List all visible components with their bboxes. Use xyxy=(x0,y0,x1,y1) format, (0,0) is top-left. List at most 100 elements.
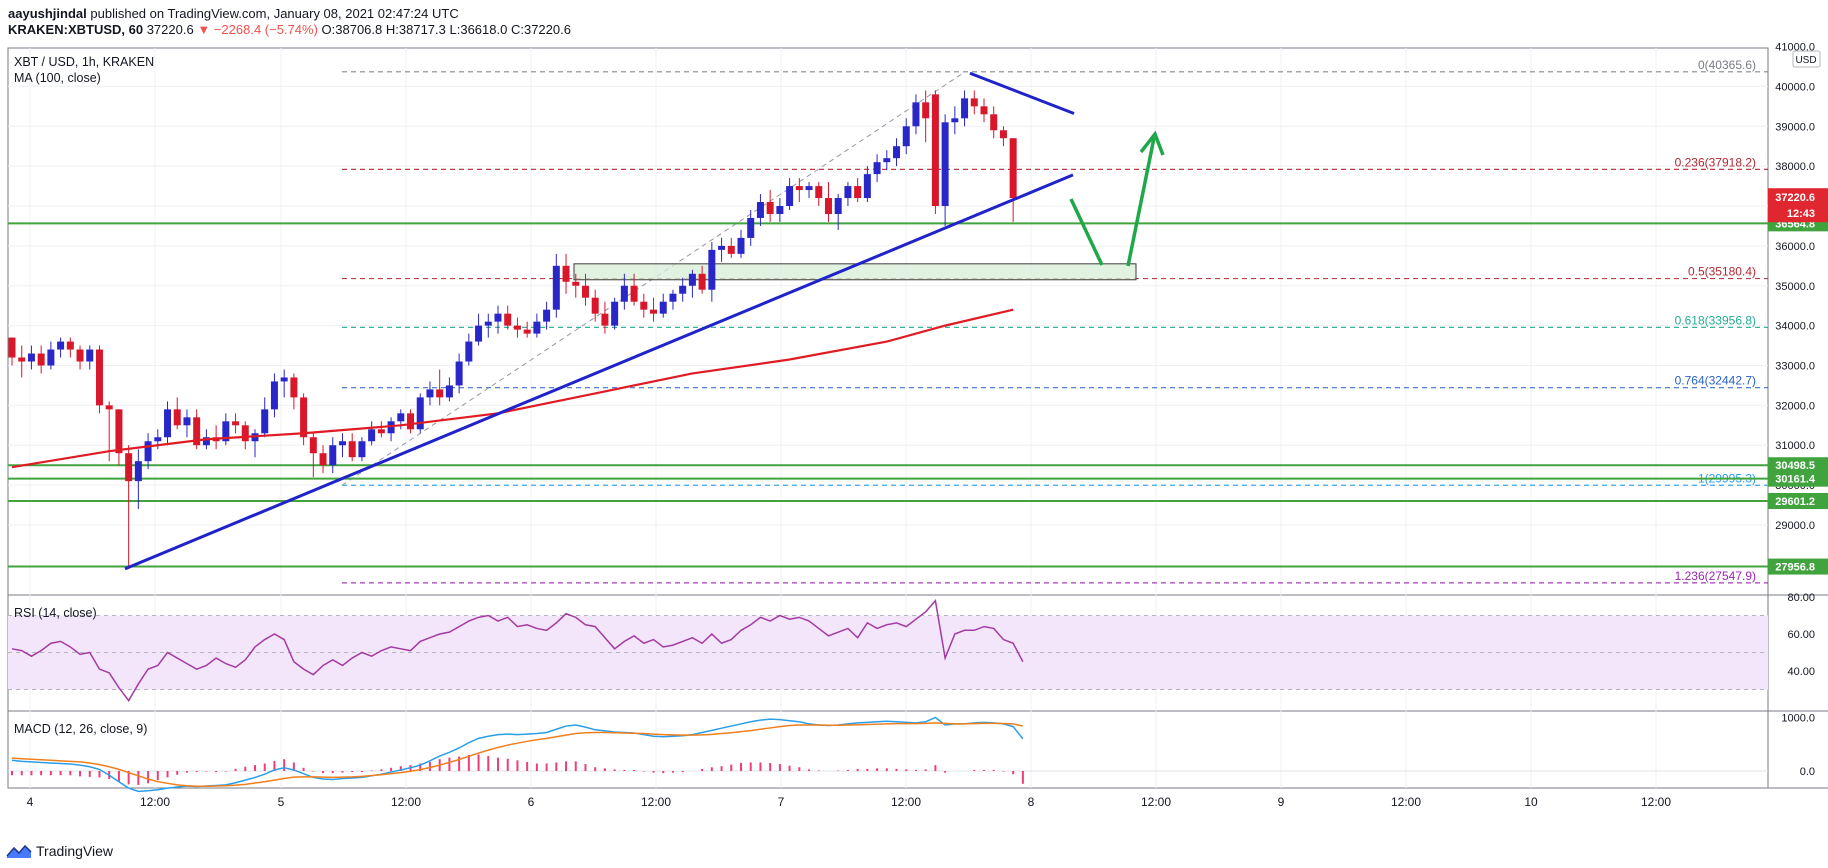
candle-body xyxy=(290,377,298,398)
candle-body xyxy=(232,421,240,426)
support-tag-label: 27956.8 xyxy=(1775,562,1815,574)
symbol[interactable]: KRAKEN:XBTUSD, 60 xyxy=(8,22,144,37)
candle-body xyxy=(737,237,745,254)
candle-body xyxy=(941,122,949,207)
candle-body xyxy=(18,357,26,362)
candle-body xyxy=(115,409,123,454)
x-tick-label: 4 xyxy=(27,795,34,809)
y-tick-label: 36000.0 xyxy=(1775,241,1815,253)
signal-line xyxy=(11,722,1024,787)
fib-level-label: 0.764(32442.7) xyxy=(1675,374,1756,388)
candle-body xyxy=(912,102,920,127)
brand-name[interactable]: TradingView xyxy=(36,843,114,860)
candle-body xyxy=(834,198,842,214)
publisher-name[interactable]: aayushjindal xyxy=(8,6,87,21)
candle-body xyxy=(727,245,735,254)
candle-body xyxy=(951,118,959,123)
candle-body xyxy=(844,186,852,199)
candle-body xyxy=(57,341,65,350)
macd-legend: MACD (12, 26, close, 9) xyxy=(14,722,147,736)
candle-body xyxy=(426,389,434,398)
candle-body xyxy=(611,301,619,326)
price-change: −2268.4 (−5.74%) xyxy=(213,22,318,37)
fib-level-label: 0.5(35180.4) xyxy=(1688,265,1756,279)
candle-body xyxy=(455,361,463,386)
fib-level-label: 0.236(37918.2) xyxy=(1675,155,1756,169)
rsi-pane: 40.00 60.00 80.00 xyxy=(8,592,1815,702)
rsi-tick-label: 40.00 xyxy=(1787,666,1815,678)
candle-body xyxy=(261,409,269,434)
candle-body xyxy=(805,186,813,191)
y-tick-label: 40000.0 xyxy=(1775,81,1815,93)
candle-body xyxy=(193,417,201,446)
price-tag-time: 12:43 xyxy=(1787,208,1815,220)
candle-body xyxy=(747,217,755,238)
support-tag xyxy=(1768,493,1828,510)
candle-body xyxy=(377,429,385,434)
support-lines[interactable] xyxy=(8,222,1768,568)
candle-body xyxy=(144,441,152,462)
x-tick-label: 10 xyxy=(1524,795,1538,809)
candle-body xyxy=(37,353,45,366)
ohlc-open: O:38706.8 xyxy=(321,22,383,37)
x-tick-label: 7 xyxy=(778,795,785,809)
candle-body xyxy=(815,186,823,199)
tradingview-logo-icon[interactable] xyxy=(6,843,32,859)
candle-body xyxy=(338,441,346,446)
candle-body xyxy=(786,186,794,207)
currency-box xyxy=(1792,50,1821,68)
ma-legend: MA (100, close) xyxy=(14,71,101,85)
support-tag-label: 30161.4 xyxy=(1775,474,1816,486)
ascending-trendline xyxy=(124,173,1074,571)
footer: TradingView xyxy=(6,842,113,862)
candle-body xyxy=(776,206,784,214)
candle-body xyxy=(756,202,764,218)
price-axis[interactable]: 29000.030000.031000.032000.033000.034000… xyxy=(1768,42,1828,575)
y-tick-label: 34000.0 xyxy=(1775,321,1815,333)
candle-body xyxy=(66,341,74,350)
candle-body xyxy=(445,385,453,398)
candle-body xyxy=(854,186,862,199)
time-axis[interactable]: 4 12:00 5 12:00 6 12:00 7 12:00 8 12:00 9 12:00 10 12… xyxy=(27,795,1672,809)
candle-body xyxy=(990,114,998,131)
candle-body xyxy=(475,325,483,342)
x-tick-label: 12:00 xyxy=(140,795,170,809)
fib-level-label: 0.618(33956.8) xyxy=(1675,313,1756,327)
x-tick-label: 12:00 xyxy=(391,795,421,809)
x-tick-label: 9 xyxy=(1278,795,1285,809)
drawings[interactable] xyxy=(124,71,1165,571)
candle-body xyxy=(718,245,726,250)
x-tick-label: 5 xyxy=(278,795,285,809)
y-tick-label: 33000.0 xyxy=(1775,360,1815,372)
candle-body xyxy=(873,162,881,175)
candle-body xyxy=(669,293,677,302)
candle-body xyxy=(348,441,356,458)
candle-body xyxy=(863,174,871,199)
candle-body xyxy=(280,377,288,382)
drop-arrow xyxy=(1069,198,1104,266)
support-tag xyxy=(1768,470,1828,487)
candle-body xyxy=(893,146,901,159)
candle-body xyxy=(300,397,308,438)
candle-body xyxy=(436,389,444,398)
candle-body xyxy=(86,349,94,362)
candle-body xyxy=(407,413,415,430)
candle-body xyxy=(688,273,696,286)
y-tick-label: 35000.0 xyxy=(1775,281,1815,293)
candle-body xyxy=(504,313,512,326)
price-chart[interactable]: 0(40365.6) 0.236(37918.2) 0.5(35180.4) 0.61… xyxy=(0,0,1828,836)
y-tick-label: 39000.0 xyxy=(1775,121,1815,133)
candle-body xyxy=(572,281,580,286)
candle-body xyxy=(125,453,133,482)
candle-body xyxy=(708,249,716,290)
currency-label: USD xyxy=(1795,55,1816,66)
published-text: published on TradingView.com, January 08… xyxy=(90,6,459,21)
candle-body xyxy=(465,341,473,362)
candle-body xyxy=(698,273,706,290)
candle-body xyxy=(76,349,84,362)
candle-body xyxy=(387,421,395,434)
candle-body xyxy=(824,198,832,214)
fib-retracement[interactable]: 0(40365.6) 0.236(37918.2) 0.5(35180.4) 0.61… xyxy=(341,58,1768,584)
candle-body xyxy=(922,102,930,119)
support-tag-label: 30498.5 xyxy=(1775,460,1815,472)
